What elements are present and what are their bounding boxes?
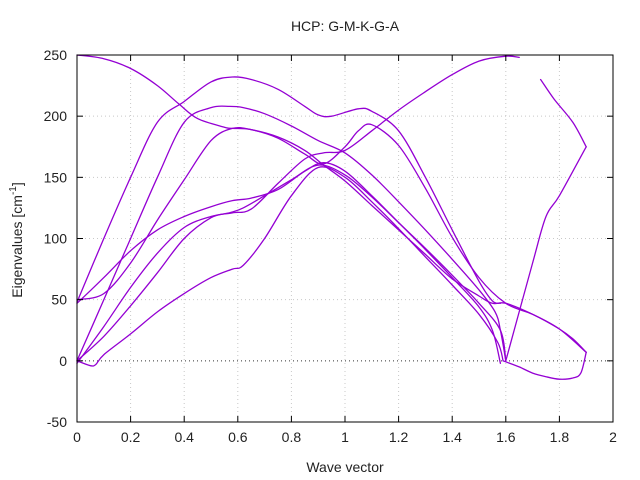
series-line-band-7 (76, 76, 502, 304)
series-line-band-10 (502, 351, 587, 380)
x-tick-label: 0 (73, 429, 81, 445)
grid-layer (77, 55, 613, 422)
series-layer (76, 54, 587, 380)
series-line-band-9 (505, 146, 587, 362)
y-axis-label-sup: -1 (8, 186, 19, 195)
y-tick-label: 200 (44, 108, 68, 124)
y-axis-label-end: ] (9, 182, 25, 186)
y-axis-label: Eigenvalues [cm-1] (8, 182, 25, 298)
series-line-band-6 (76, 54, 587, 353)
x-tick-label: 0.6 (228, 429, 248, 445)
x-tick-label: 2 (609, 429, 617, 445)
x-tick-label: 1.4 (442, 429, 462, 445)
series-line-band-8 (76, 55, 520, 364)
x-tick-label: 1.2 (389, 429, 409, 445)
tick-layer: 0 0.2 0.4 0.6 0.8 1 1.2 1.4 1.6 1.8 2 -50 0 50 100 150 2… (44, 47, 617, 445)
x-tick-label: 1.8 (550, 429, 570, 445)
series-line-band-4 (76, 162, 502, 364)
y-tick-label: 0 (59, 353, 67, 369)
x-tick-label: 0.8 (282, 429, 302, 445)
x-tick-label: 1 (341, 429, 349, 445)
y-tick-label: 150 (44, 169, 68, 185)
y-tick-label: 100 (44, 231, 68, 247)
series-line-band-1 (76, 166, 504, 367)
series-line-band-11 (539, 78, 587, 148)
x-tick-label: 0.4 (174, 429, 194, 445)
y-tick-label: 50 (51, 292, 67, 308)
chart-title: HCP: G-M-K-G-A (291, 18, 400, 34)
y-axis-label-main: Eigenvalues [cm (9, 195, 25, 298)
x-axis-label: Wave vector (306, 459, 384, 475)
series-line-band-5 (76, 126, 587, 353)
series-line-band-2 (76, 164, 507, 362)
y-tick-label: 250 (44, 47, 68, 63)
series-line-band-3 (76, 105, 507, 362)
y-tick-label: -50 (47, 414, 67, 430)
x-tick-label: 1.6 (496, 429, 516, 445)
x-tick-label: 0.2 (121, 429, 141, 445)
